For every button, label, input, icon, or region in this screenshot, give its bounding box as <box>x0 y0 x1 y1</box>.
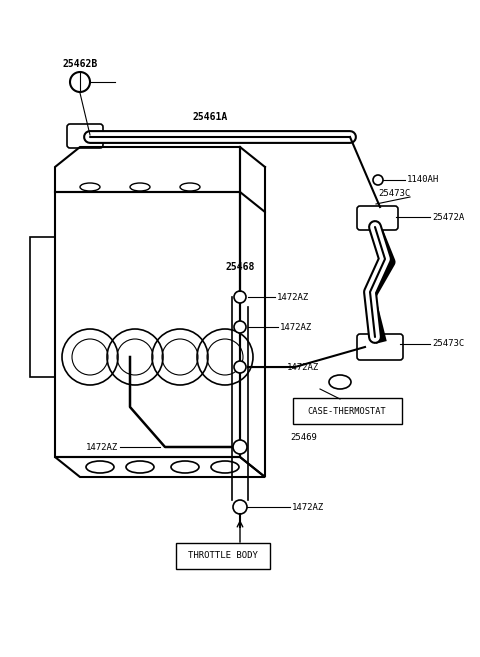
Text: 25469: 25469 <box>290 432 317 442</box>
Circle shape <box>234 291 246 303</box>
Text: 1472AZ: 1472AZ <box>280 323 312 332</box>
Text: 1472AZ: 1472AZ <box>277 292 309 302</box>
Circle shape <box>233 500 247 514</box>
Circle shape <box>233 440 247 454</box>
Text: 1472AZ: 1472AZ <box>86 443 118 451</box>
Text: 25468: 25468 <box>225 262 255 272</box>
Text: THROTTLE BODY: THROTTLE BODY <box>188 551 258 560</box>
Text: 1140AH: 1140AH <box>407 175 439 185</box>
Circle shape <box>234 361 246 373</box>
Circle shape <box>373 175 383 185</box>
Circle shape <box>234 321 246 333</box>
Text: 25462B: 25462B <box>62 59 97 69</box>
Text: 25473C: 25473C <box>432 340 464 348</box>
Text: 25473C: 25473C <box>378 189 410 198</box>
Text: 1472AZ: 1472AZ <box>287 363 319 371</box>
Text: 25461A: 25461A <box>192 112 228 122</box>
Text: 25472A: 25472A <box>432 212 464 221</box>
Text: CASE-THERMOSTAT: CASE-THERMOSTAT <box>308 407 386 415</box>
Text: 1472AZ: 1472AZ <box>292 503 324 512</box>
